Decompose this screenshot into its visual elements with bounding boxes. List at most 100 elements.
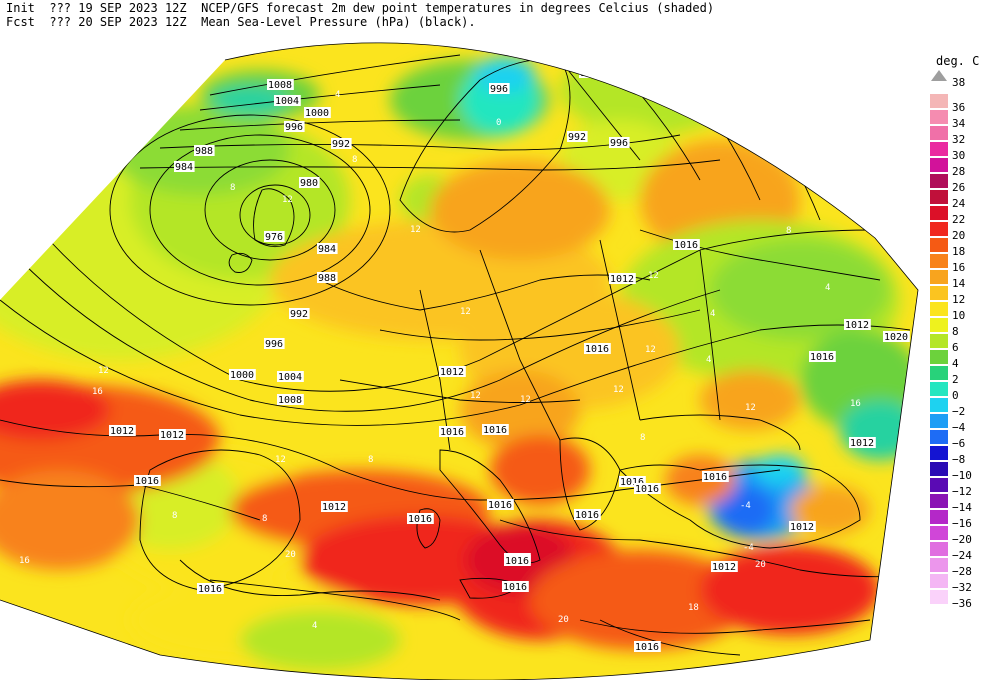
isobar-label: 1016 bbox=[483, 425, 507, 436]
dewpoint-label: 8 bbox=[230, 183, 235, 193]
legend-triangle-icon bbox=[931, 70, 947, 81]
isobar-label-bg bbox=[884, 569, 911, 580]
dewpoint-label: 8 bbox=[786, 226, 791, 236]
isobar-label: 1016 bbox=[635, 642, 659, 653]
isobar-label: 1012 bbox=[850, 438, 874, 449]
isobar-label-bg bbox=[567, 131, 588, 142]
isobar-label-bg bbox=[502, 581, 529, 592]
isobar-label-bg bbox=[439, 426, 466, 437]
dewpoint-label: 8 bbox=[262, 514, 267, 524]
isobar-label-bg bbox=[321, 501, 348, 512]
isobar-label-bg bbox=[487, 499, 514, 510]
legend-label: 24 bbox=[952, 197, 966, 210]
legend-swatch bbox=[930, 526, 948, 540]
dewpoint-label: 12 bbox=[460, 307, 471, 317]
dewpoint-label: 8 bbox=[640, 433, 645, 443]
legend-swatch bbox=[930, 382, 948, 396]
dewpoint-label: 4 bbox=[312, 621, 317, 631]
legend-label: −16 bbox=[952, 517, 972, 530]
dewpoint-label: 8 bbox=[368, 455, 373, 465]
isobar-label: 1012 bbox=[790, 522, 814, 533]
isobar-label-bg bbox=[883, 331, 910, 342]
dewpoint-label: 8 bbox=[352, 155, 357, 165]
legend-label: −32 bbox=[952, 581, 972, 594]
isobar-label-bg bbox=[317, 243, 338, 254]
isobar-label-bg bbox=[264, 231, 285, 242]
isobar-label-bg bbox=[194, 145, 215, 156]
legend-swatch bbox=[930, 478, 948, 492]
header-fcst-line: Fcst ??? 20 SEP 2023 12Z Mean Sea-Level … bbox=[6, 15, 476, 29]
dewpoint-label: 12 bbox=[470, 391, 481, 401]
legend-label: 6 bbox=[952, 341, 959, 354]
legend-swatch bbox=[930, 366, 948, 380]
legend-swatch bbox=[930, 446, 948, 460]
isobar-label: 996 bbox=[490, 84, 508, 95]
dewpoint-label: -4 bbox=[743, 543, 754, 553]
dewpoint-label: 16 bbox=[850, 399, 861, 409]
legend-swatch bbox=[930, 94, 948, 108]
fcst-label: Fcst bbox=[6, 15, 35, 29]
isobar-label: 992 bbox=[290, 309, 308, 320]
dewpoint-label: 8 bbox=[172, 511, 177, 521]
dewpoint-label: 12 bbox=[275, 455, 286, 465]
dewpoint-label: 4 bbox=[335, 90, 340, 100]
legend-unit: deg. C bbox=[936, 54, 980, 68]
isobar-label-bg bbox=[277, 371, 304, 382]
isobar-label: 996 bbox=[265, 339, 283, 350]
isobar-label: 1012 bbox=[712, 562, 736, 573]
dewpoint-label: 12 bbox=[98, 366, 109, 376]
isobar-label: 1004 bbox=[275, 96, 299, 107]
legend-swatch bbox=[930, 334, 948, 348]
isobar-label-bg bbox=[489, 83, 510, 94]
isobar-label-bg bbox=[482, 424, 509, 435]
legend-swatch bbox=[930, 110, 948, 124]
isobar-label-bg bbox=[134, 475, 161, 486]
legend-label: 0 bbox=[952, 389, 959, 402]
isobar-label: 1012 bbox=[110, 426, 134, 437]
dewpoint-label: 16 bbox=[92, 387, 103, 397]
isobar-label: 1016 bbox=[703, 472, 727, 483]
legend-swatch bbox=[930, 142, 948, 156]
isobar-label-bg bbox=[809, 351, 836, 362]
isobar-label-bg bbox=[574, 509, 601, 520]
dewpoint-label: 16 bbox=[19, 556, 30, 566]
isobar-label-bg bbox=[159, 429, 186, 440]
isobar-label: 1008 bbox=[885, 570, 909, 581]
isobar-label-bg bbox=[673, 239, 700, 250]
init-time: ??? 19 SEP 2023 12Z bbox=[49, 1, 187, 15]
fcst-time: ??? 20 SEP 2023 12Z bbox=[49, 15, 187, 29]
dewpoint-label: 12 bbox=[645, 345, 656, 355]
isobar-label: 992 bbox=[568, 132, 586, 143]
dewpoint-label: 12 bbox=[745, 403, 756, 413]
legend-label: 30 bbox=[952, 149, 966, 162]
legend-swatch bbox=[930, 462, 948, 476]
dewpoint-label: 4 bbox=[710, 309, 715, 319]
legend-label: 34 bbox=[952, 117, 966, 130]
isobar-label: 1016 bbox=[503, 582, 527, 593]
legend-swatch bbox=[930, 126, 948, 140]
isobar-label-bg bbox=[584, 343, 611, 354]
isobar-label-bg bbox=[229, 369, 256, 380]
isobar-label: 984 bbox=[175, 162, 193, 173]
isobar-label-bg bbox=[274, 95, 301, 106]
legend-swatch bbox=[930, 574, 948, 588]
init-label: Init bbox=[6, 1, 35, 15]
isobar-label: 1012 bbox=[160, 430, 184, 441]
isobar-label: 1000 bbox=[230, 370, 254, 381]
legend-swatch bbox=[930, 158, 948, 172]
isobar-label: 1016 bbox=[135, 476, 159, 487]
legend-label: 8 bbox=[952, 325, 959, 338]
legend-swatch bbox=[930, 174, 948, 188]
isobar-label-bg bbox=[609, 273, 636, 284]
legend-swatch bbox=[930, 318, 948, 332]
isobar-label: 1012 bbox=[610, 274, 634, 285]
isobar-label: 1004 bbox=[278, 372, 302, 383]
isobar-label-bg bbox=[264, 338, 285, 349]
legend-label: −28 bbox=[952, 565, 972, 578]
isobar-label-bg bbox=[304, 107, 331, 118]
dewpoint-label: 4 bbox=[825, 283, 830, 293]
legend-swatch bbox=[930, 270, 948, 284]
legend-swatch bbox=[930, 430, 948, 444]
isobar-label: 1016 bbox=[440, 427, 464, 438]
